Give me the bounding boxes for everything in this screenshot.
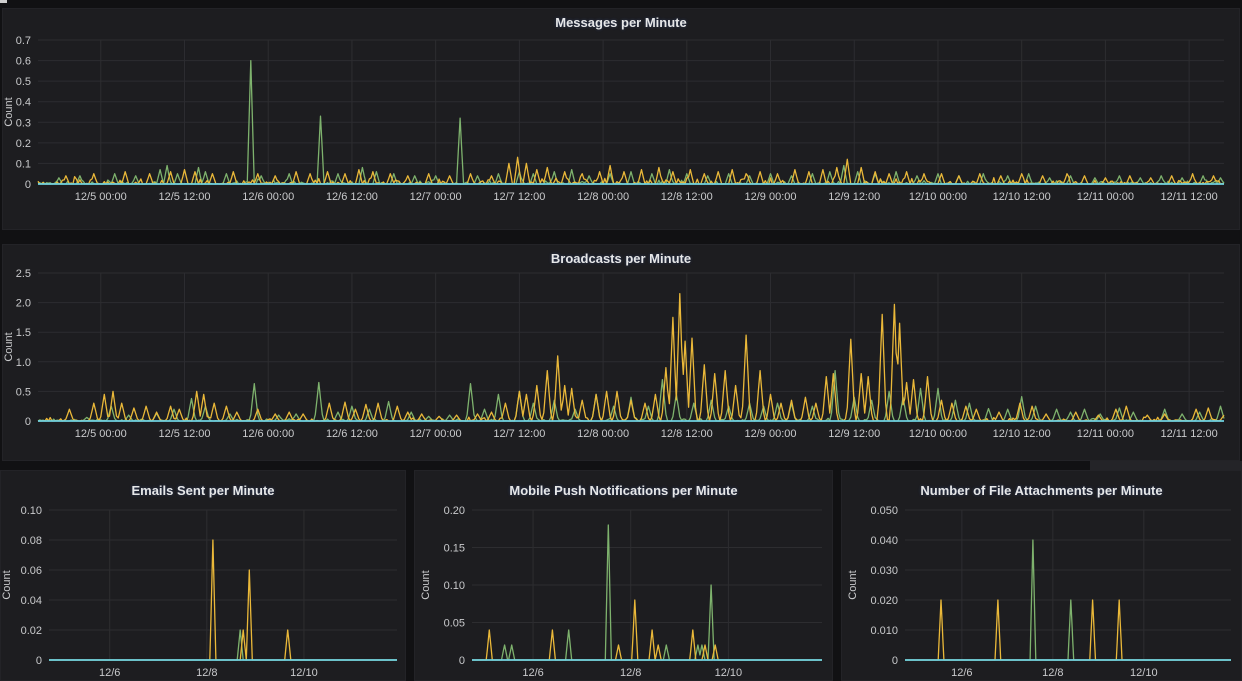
panel-emails-sent-per-minute: Emails Sent per Minute 0 0.02 0.04 0.06 0.08… (0, 470, 406, 681)
panel-mobile-push-notifications: Mobile Push Notifications per Minute 0 0.… (414, 470, 833, 681)
x-tick-label: 12/6 (99, 667, 120, 679)
x-tick-label: 12/6 12:00 (326, 428, 378, 440)
x-tick-label: 12/10 00:00 (909, 191, 967, 203)
y-tick-label: 0.010 (870, 625, 898, 637)
x-tick-label: 12/6 (522, 667, 543, 679)
y-tick-label: 0.040 (870, 535, 898, 547)
x-tick-label: 12/6 00:00 (242, 428, 294, 440)
y-tick-label: 0 (25, 416, 31, 428)
x-tick-label: 12/10 12:00 (993, 191, 1051, 203)
x-tick-label: 12/9 12:00 (828, 428, 880, 440)
y-axis-label: Count (3, 332, 15, 361)
x-tick-label: 12/9 12:00 (828, 191, 880, 203)
x-tick-label: 12/11 00:00 (1077, 191, 1134, 203)
y-tick-label: 0.030 (870, 565, 898, 577)
push-notifications-chart[interactable]: 0 0.05 0.10 0.15 0.20 12/6 12/8 12/10 Count (414, 470, 833, 681)
panel-title-messages[interactable]: Messages per Minute (555, 15, 687, 30)
x-tick-label: 12/10 (715, 667, 743, 679)
x-tick-label: 12/8 12:00 (661, 191, 713, 203)
x-tick-label: 12/6 12:00 (326, 191, 378, 203)
y-tick-label: 0 (25, 179, 31, 191)
messages-chart[interactable]: 0 0.1 0.2 0.3 0.4 0.5 0.6 0.7 12/5 00:00 12/5 12:… (2, 8, 1240, 230)
y-tick-label: 0 (459, 655, 465, 667)
attachments-chart[interactable]: 0 0.010 0.020 0.030 0.040 0.050 12/6 12/8 12/10 C… (841, 470, 1242, 681)
panel-title-broadcasts[interactable]: Broadcasts per Minute (550, 251, 692, 266)
x-tick-label: 12/6 00:00 (242, 191, 294, 203)
panel-messages-per-minute: Messages per Minute 0 0.1 0.2 0.3 0.4 0.5 0.6 0… (2, 8, 1240, 230)
y-tick-label: 0.5 (16, 386, 31, 398)
panel-title-attachments[interactable]: Number of File Attachments per Minute (920, 483, 1163, 498)
y-axis-label: Count (420, 570, 432, 599)
x-tick-label: 12/8 (196, 667, 217, 679)
push-series-yellow (472, 599, 822, 661)
x-tick-label: 12/6 (951, 667, 972, 679)
y-tick-label: 0 (36, 655, 42, 667)
y-tick-label: 0.06 (21, 565, 42, 577)
y-tick-label: 2.0 (16, 298, 31, 310)
messages-series-yellow (37, 156, 1225, 185)
x-tick-label: 12/7 00:00 (410, 428, 462, 440)
x-tick-label: 12/5 00:00 (75, 191, 127, 203)
x-tick-label: 12/8 00:00 (577, 191, 629, 203)
y-tick-label: 0.08 (21, 535, 42, 547)
y-tick-label: 0 (892, 655, 898, 667)
y-tick-label: 0.3 (16, 117, 31, 129)
x-tick-label: 12/7 00:00 (410, 191, 462, 203)
x-tick-label: 12/9 00:00 (745, 428, 797, 440)
x-tick-label: 12/9 00:00 (745, 191, 797, 203)
y-axis-label: Count (3, 97, 15, 126)
y-tick-label: 0.4 (16, 97, 31, 109)
emails-series-green (49, 629, 397, 661)
x-tick-label: 12/5 00:00 (75, 428, 127, 440)
top-left-artifact (0, 0, 7, 3)
y-tick-label: 2.5 (16, 268, 31, 280)
y-tick-label: 1.0 (16, 357, 31, 369)
y-tick-label: 0.1 (16, 158, 31, 170)
broadcasts-series-yellow (38, 293, 1225, 422)
y-tick-label: 0.050 (870, 505, 898, 517)
panel-gap-strip (1090, 461, 1242, 470)
emails-chart[interactable]: 0 0.02 0.04 0.06 0.08 0.10 12/6 12/8 12/10 Count (0, 470, 406, 681)
panel-title-push[interactable]: Mobile Push Notifications per Minute (509, 483, 738, 498)
y-tick-label: 0.15 (444, 543, 465, 555)
y-tick-label: 0.04 (21, 595, 42, 607)
y-tick-label: 0.2 (16, 138, 31, 150)
x-tick-label: 12/11 12:00 (1160, 428, 1217, 440)
y-tick-label: 0.020 (870, 595, 898, 607)
x-tick-label: 12/10 (1130, 667, 1158, 679)
x-tick-label: 12/10 12:00 (993, 428, 1051, 440)
y-tick-label: 0.5 (16, 76, 31, 88)
y-tick-label: 0.02 (21, 625, 42, 637)
x-tick-label: 12/8 12:00 (661, 428, 713, 440)
y-axis-label: Count (847, 570, 859, 599)
panel-title-emails[interactable]: Emails Sent per Minute (131, 483, 275, 498)
broadcasts-chart[interactable]: 0 0.5 1.0 1.5 2.0 2.5 12/5 00:00 12/5 12:00 12/6… (2, 244, 1240, 461)
panel-broadcasts-per-minute: Broadcasts per Minute 0 0.5 1.0 1.5 2.0 2.5 12… (2, 244, 1240, 461)
x-tick-label: 12/10 00:00 (909, 428, 967, 440)
y-tick-label: 0.10 (21, 505, 42, 517)
x-tick-label: 12/8 (620, 667, 641, 679)
x-tick-label: 12/5 12:00 (159, 428, 211, 440)
y-tick-label: 1.5 (16, 327, 31, 339)
x-tick-label: 12/11 12:00 (1160, 191, 1217, 203)
x-tick-label: 12/8 (1042, 667, 1063, 679)
y-tick-label: 0.20 (444, 505, 465, 517)
x-tick-label: 12/8 00:00 (577, 428, 629, 440)
x-tick-label: 12/10 (290, 667, 318, 679)
x-tick-label: 12/7 12:00 (493, 191, 545, 203)
push-series-green (472, 524, 822, 661)
y-axis-label: Count (1, 570, 13, 599)
x-tick-label: 12/5 12:00 (159, 191, 211, 203)
y-tick-label: 0.6 (16, 56, 31, 68)
y-tick-label: 0.05 (444, 618, 465, 630)
x-tick-label: 12/11 00:00 (1077, 428, 1134, 440)
y-tick-label: 0.10 (444, 580, 465, 592)
x-tick-label: 12/7 12:00 (493, 428, 545, 440)
y-tick-label: 0.7 (16, 35, 31, 47)
